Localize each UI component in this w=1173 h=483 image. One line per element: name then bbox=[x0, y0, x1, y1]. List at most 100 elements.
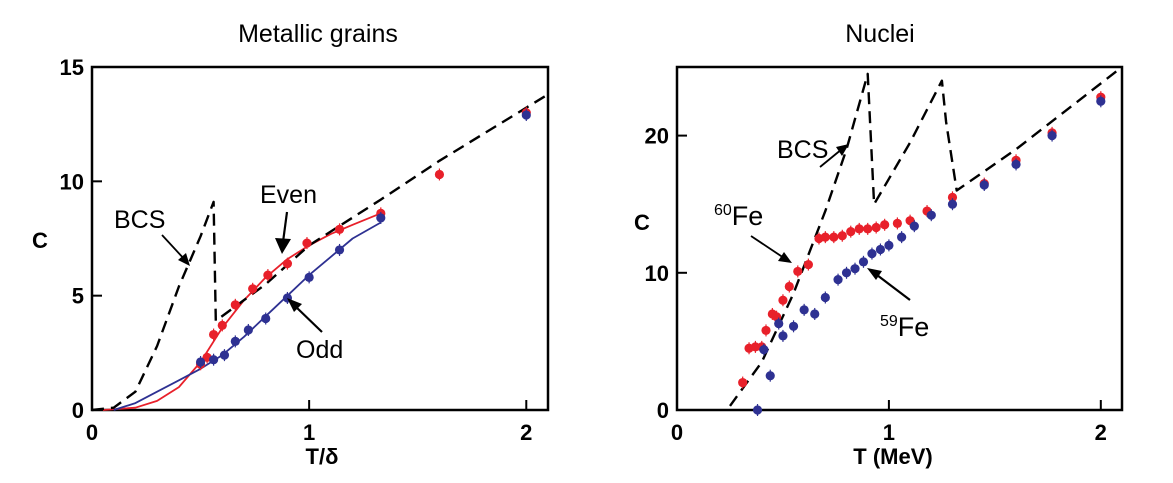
odd-point bbox=[243, 325, 253, 335]
60fe-point bbox=[871, 222, 881, 233]
y-axis-ticks: 0 5 10 15 bbox=[60, 55, 102, 423]
chart-title: Nuclei bbox=[845, 20, 914, 48]
59fe-point bbox=[833, 275, 843, 285]
y-tick-label: 0 bbox=[72, 398, 84, 423]
60fe-point bbox=[846, 227, 856, 237]
59fe-point bbox=[774, 318, 784, 329]
60fe-point bbox=[761, 325, 771, 336]
60fe-point bbox=[803, 259, 813, 270]
x-tick-label: 1 bbox=[303, 420, 315, 445]
59fe-point bbox=[1011, 159, 1021, 170]
plot-frame bbox=[675, 65, 1124, 412]
60fe-point bbox=[750, 342, 761, 352]
annotation-60fe: 60Fe bbox=[714, 201, 763, 231]
y-axis-label: C bbox=[32, 228, 48, 253]
even-point bbox=[282, 259, 293, 269]
arrow-even bbox=[281, 211, 289, 243]
x-tick-label: 2 bbox=[1095, 420, 1107, 445]
59fe-point bbox=[1096, 96, 1106, 106]
series-lines bbox=[729, 66, 1123, 407]
metallic-grains-panel: Metallic grains 0 5 10 15 0 1 2 C T/δ BCS Eve… bbox=[32, 20, 550, 469]
even-point bbox=[230, 300, 240, 310]
60fe-point bbox=[863, 224, 873, 234]
59fe-point bbox=[850, 264, 860, 274]
series-lines bbox=[91, 93, 549, 412]
arrowhead-59fe bbox=[867, 268, 882, 280]
isotope-mass-59: 59 bbox=[880, 313, 898, 330]
arrowhead-even bbox=[275, 238, 291, 254]
60fe-point bbox=[837, 231, 847, 241]
arrow-59fe bbox=[876, 274, 911, 301]
60fe-point bbox=[892, 218, 902, 229]
y-axis-label: C bbox=[634, 210, 650, 235]
59fe-point bbox=[788, 321, 799, 331]
60fe-point bbox=[829, 232, 839, 242]
annotation-59fe: 59Fe bbox=[880, 312, 929, 342]
annotation-odd: Odd bbox=[296, 336, 343, 364]
60fe-point bbox=[947, 192, 958, 202]
59fe-point bbox=[778, 331, 788, 341]
59fe-point bbox=[752, 405, 763, 415]
59fe-point bbox=[799, 305, 809, 315]
even-point bbox=[209, 329, 219, 340]
annotation-even: Even bbox=[260, 181, 317, 209]
y-tick-label: 10 bbox=[60, 169, 84, 194]
arrowhead-60fe bbox=[778, 252, 792, 263]
odd-point bbox=[195, 357, 206, 367]
60fe-point bbox=[784, 281, 794, 292]
y-tick-label: 10 bbox=[645, 261, 669, 286]
arrow-bcs bbox=[819, 148, 843, 168]
odd-point bbox=[230, 336, 240, 346]
59fe-point bbox=[926, 210, 936, 220]
59fe-point bbox=[947, 199, 958, 209]
odd-point bbox=[376, 213, 386, 223]
arrowhead-bcs bbox=[836, 144, 849, 156]
odd-point bbox=[334, 245, 345, 255]
arrow-odd bbox=[294, 305, 323, 333]
60fe-point bbox=[880, 220, 890, 230]
59fe-point bbox=[810, 309, 820, 319]
arrowhead-odd bbox=[287, 298, 302, 312]
isotope-symbol-fe: Fe bbox=[898, 312, 930, 342]
x-tick-label: 2 bbox=[520, 420, 532, 445]
x-axis-label: T (MeV) bbox=[853, 444, 932, 469]
series-points bbox=[195, 106, 531, 371]
y-tick-label: 15 bbox=[60, 55, 84, 80]
even-point bbox=[217, 320, 227, 330]
59fe-point bbox=[897, 232, 907, 242]
y-tick-label: 20 bbox=[645, 124, 669, 149]
x-tick-label: 0 bbox=[86, 420, 98, 445]
x-tick-label: 0 bbox=[671, 420, 683, 445]
59fe-point bbox=[820, 292, 830, 303]
60fe-point bbox=[820, 232, 830, 242]
annotation-bcs: BCS bbox=[114, 206, 165, 234]
60fe-point bbox=[793, 266, 803, 277]
x-axis-ticks: 0 1 2 bbox=[86, 400, 532, 445]
59fe-point bbox=[759, 345, 769, 355]
even-fit-curve bbox=[102, 212, 382, 411]
odd-point bbox=[219, 350, 230, 360]
isotope-mass-60: 60 bbox=[714, 202, 732, 219]
even-point bbox=[434, 169, 445, 180]
y-axis-ticks: 0 10 20 bbox=[645, 124, 687, 423]
y-tick-label: 0 bbox=[657, 398, 669, 423]
odd-point bbox=[209, 355, 219, 365]
odd-point bbox=[261, 313, 271, 324]
even-point bbox=[302, 238, 312, 248]
x-tick-label: 1 bbox=[883, 420, 895, 445]
x-axis-ticks: 0 1 2 bbox=[671, 400, 1107, 445]
x-axis-label: T/δ bbox=[306, 444, 339, 469]
60fe-point bbox=[778, 295, 788, 305]
59fe-point bbox=[979, 180, 989, 190]
plot-frame bbox=[90, 65, 550, 412]
arrow-60fe bbox=[750, 235, 785, 259]
annotation-bcs: BCS bbox=[777, 136, 828, 164]
y-tick-label: 5 bbox=[72, 284, 84, 309]
bcs-curve bbox=[729, 66, 1123, 407]
59fe-point bbox=[909, 221, 919, 231]
chart-title: Metallic grains bbox=[238, 20, 398, 48]
59fe-point bbox=[1047, 131, 1057, 141]
60fe-point bbox=[854, 224, 864, 234]
